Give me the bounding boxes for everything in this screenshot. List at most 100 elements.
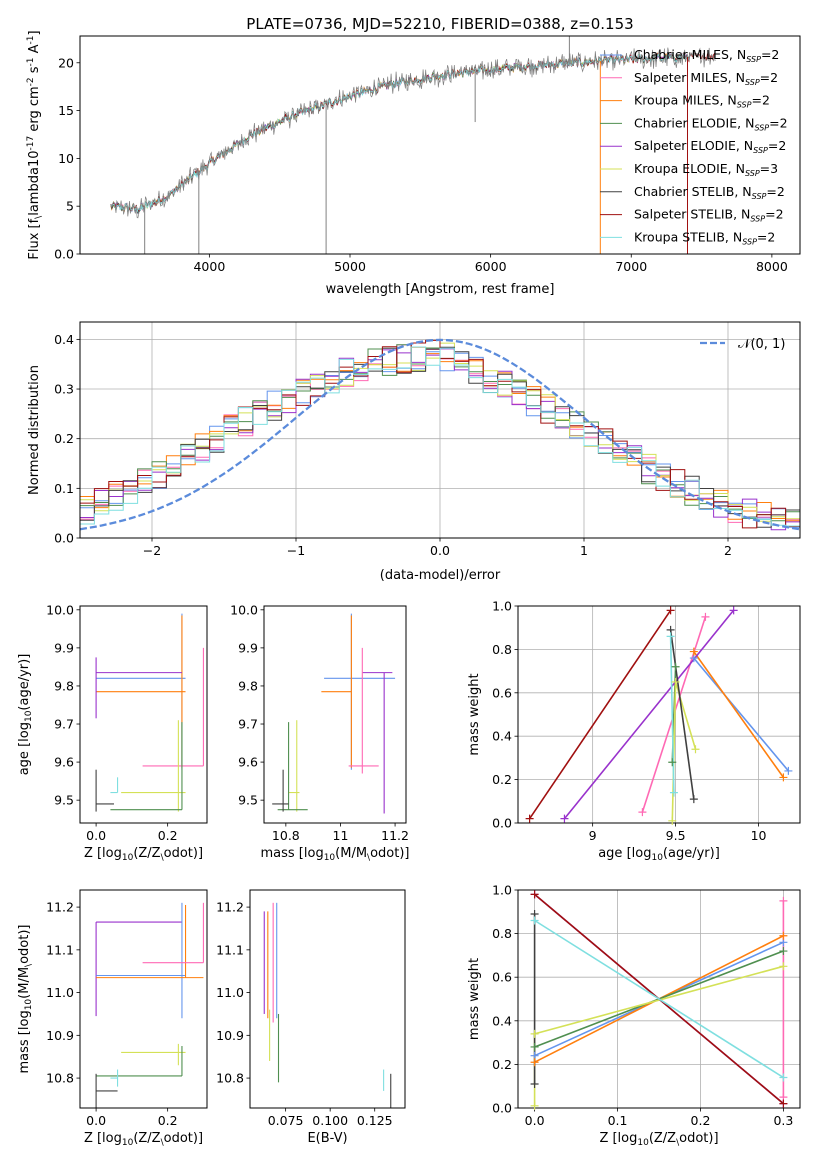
y-tick-label: 10.8: [46, 1071, 74, 1086]
y-tick-label: 0.6: [492, 970, 512, 985]
y-tick-label: 0.3: [54, 382, 74, 397]
mass-weight-marker: [530, 1029, 539, 1038]
mass-weight-line: [693, 651, 785, 778]
mass-weight-marker: [530, 916, 539, 925]
age-weight-axes: 9 9.5 10 0.0 0.2 0.4 0.6 0.8 1.0: [492, 599, 801, 843]
model-spectrum-line: [110, 52, 691, 213]
y-tick-label: 9.5: [54, 793, 74, 808]
Z-mass-plot-area: [95, 902, 204, 1108]
legend-label: Chabrier MILES, NSSP=2: [634, 47, 779, 64]
spectrum-xlabel: wavelength [Angstrom, rest frame]: [326, 282, 555, 297]
mass-weight-line: [669, 636, 675, 793]
legend-label: Kroupa STELIB, NSSP=2: [634, 229, 775, 246]
x-tick-label: 6000: [475, 259, 507, 274]
mass-weight-marker: [525, 814, 534, 823]
Z-weight-axes: 0.0 0.1 0.2 0.3 0.0 0.2 0.4 0.6 0.8 1.0: [492, 883, 801, 1128]
age-weight-ylabel: mass weight: [467, 673, 482, 755]
y-tick-label: 9.6: [238, 755, 258, 770]
mass-weight-marker: [779, 1073, 788, 1082]
legend-label: Salpeter ELODIE, NSSP=2: [634, 138, 786, 155]
y-tick-label: 1.0: [492, 599, 512, 614]
y-tick-label: 9.8: [238, 678, 258, 693]
residual-histogram-step: [80, 346, 800, 527]
mass-weight-marker: [779, 896, 788, 905]
residuals-plot-area: [80, 338, 800, 531]
mass-weight-line: [533, 965, 784, 1106]
x-tick-label: 0.2: [158, 828, 178, 843]
y-tick-label: 11.0: [46, 985, 74, 1000]
Z-mass-xlabel: Z [log10(Z/Z\odot)]: [84, 1131, 203, 1148]
x-tick-label: 5000: [334, 259, 366, 274]
residuals-ylabel: Normed distribution: [27, 365, 42, 495]
mass-weight-marker: [666, 606, 675, 615]
mass-weight-marker: [671, 662, 680, 671]
mass-weight-marker: [779, 962, 788, 971]
y-tick-label: 9.9: [54, 640, 74, 655]
legend-label: Chabrier ELODIE, NSSP=2: [634, 115, 788, 132]
mass-weight-marker: [530, 890, 539, 899]
mass-weight-marker: [669, 788, 678, 797]
y-tick-label: 11.1: [216, 942, 244, 957]
y-tick-label: 9.6: [54, 755, 74, 770]
mass-age-axes: 10.8 11 11.2 9.5 9.6 9.7 9.8 9.9 10.0: [230, 602, 409, 843]
x-tick-label: 0.125: [357, 1113, 393, 1128]
mass-weight-marker: [560, 814, 569, 823]
y-tick-label: 9.9: [238, 640, 258, 655]
x-tick-label: −2: [143, 543, 161, 558]
EBV-mass-frame: [249, 889, 406, 1109]
model-spectrum-line: [110, 52, 691, 214]
figure-title: PLATE=0736, MJD=52210, FIBERID=0388, z=0…: [246, 15, 633, 33]
y-tick-label: 0.0: [54, 531, 74, 546]
mass-weight-marker: [530, 1080, 539, 1089]
Z-weight-plot-area: [533, 893, 785, 1106]
mass-weight-marker: [729, 606, 738, 615]
gaussian-curve: [80, 338, 800, 531]
y-tick-label: 0.2: [54, 431, 74, 446]
y-tick-label: 10.9: [46, 1028, 74, 1043]
x-tick-label: 7000: [615, 259, 647, 274]
mass-weight-marker: [638, 808, 647, 817]
mass-weight-marker: [779, 947, 788, 956]
Z-age-xlabel: Z [log10(Z/Z\odot)]: [84, 846, 203, 863]
mass-age-frame: [263, 605, 407, 824]
y-tick-label: 0.0: [54, 247, 74, 262]
Z-mass-axes: 0.0 0.2 10.8 10.9 11.0 11.1 11.2: [46, 889, 208, 1128]
model-spectrum-line: [110, 52, 691, 212]
mass-weight-marker: [666, 632, 675, 641]
x-tick-label: 9.5: [666, 828, 686, 843]
mass-weight-marker: [668, 758, 677, 767]
x-tick-label: 4000: [193, 259, 225, 274]
y-tick-label: 9.7: [54, 717, 74, 732]
x-tick-label: 0.0: [525, 1113, 545, 1128]
Z-age-plot-area: [95, 613, 204, 812]
y-tick-label: 9.8: [54, 678, 74, 693]
spectrum-frame: [79, 35, 801, 255]
y-tick-label: 10: [58, 151, 74, 166]
Z-age-frame: [79, 605, 208, 824]
y-tick-label: 11.1: [46, 942, 74, 957]
x-tick-label: 0.075: [268, 1113, 304, 1128]
y-tick-label: 10.0: [46, 602, 74, 617]
x-tick-label: 0.2: [158, 1113, 178, 1128]
y-tick-label: 0.2: [492, 1057, 512, 1072]
spectrum-plot-area: [110, 36, 716, 254]
y-tick-label: 15: [58, 103, 74, 118]
Z-age-axes: 0.0 0.2 9.5 9.6 9.7 9.8 9.9 10.0: [46, 602, 208, 843]
x-tick-label: 10.8: [272, 828, 300, 843]
x-tick-label: 0.0: [430, 543, 450, 558]
x-tick-label: 11: [333, 828, 349, 843]
mass-weight-line: [669, 629, 695, 800]
mass-weight-line: [534, 919, 784, 1079]
EBV-mass-axes: 0.075 0.100 0.125 10.8 10.9 11.0 11.1 11.2: [216, 889, 406, 1128]
EBV-mass-xlabel: E(B-V): [307, 1131, 347, 1146]
y-tick-label: 11.2: [46, 900, 74, 915]
mass-weight-marker: [779, 931, 788, 940]
x-tick-label: 0.0: [86, 1113, 106, 1128]
Z-mass-ylabel: mass [log10(M/M\odot)]: [17, 925, 34, 1074]
model-spectrum-line: [110, 51, 716, 213]
y-tick-label: 0.4: [54, 332, 74, 347]
Z-mass-frame: [79, 889, 208, 1109]
x-tick-label: −1: [287, 543, 305, 558]
model-spectrum-line: [110, 52, 691, 215]
